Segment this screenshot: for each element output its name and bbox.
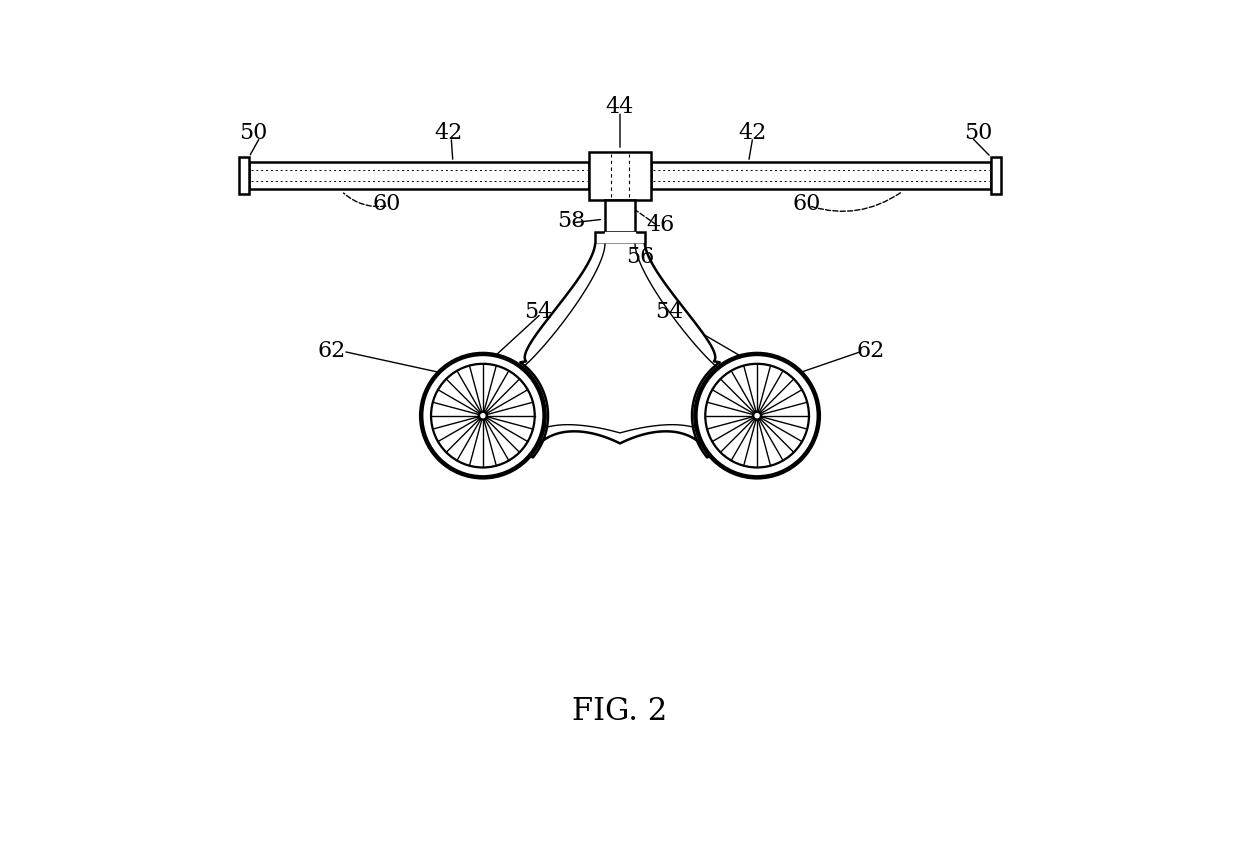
Text: 50: 50 (963, 122, 992, 144)
Circle shape (706, 364, 808, 467)
Text: FIG. 2: FIG. 2 (573, 696, 667, 727)
Bar (605, 200, 635, 232)
Bar (595, 232, 645, 244)
Circle shape (432, 364, 534, 467)
Text: 46: 46 (646, 213, 675, 236)
Text: 42: 42 (434, 122, 463, 144)
Text: 58: 58 (557, 210, 585, 232)
Polygon shape (521, 244, 719, 458)
Circle shape (479, 411, 487, 420)
Circle shape (753, 411, 761, 420)
Text: 50: 50 (239, 122, 268, 144)
Text: 56: 56 (626, 246, 655, 268)
Text: 60: 60 (373, 193, 401, 215)
Bar (651, 162, 991, 189)
Text: 62: 62 (857, 340, 885, 363)
Bar (991, 157, 1002, 195)
Bar (589, 152, 651, 200)
Circle shape (422, 354, 544, 477)
Bar (249, 162, 589, 189)
Circle shape (696, 354, 818, 477)
Text: 62: 62 (317, 340, 345, 363)
Text: 44: 44 (606, 96, 634, 118)
Text: 54: 54 (525, 301, 553, 323)
Text: 42: 42 (739, 122, 768, 144)
Text: 54: 54 (656, 301, 683, 323)
Text: 60: 60 (792, 193, 821, 215)
Bar (238, 157, 249, 195)
